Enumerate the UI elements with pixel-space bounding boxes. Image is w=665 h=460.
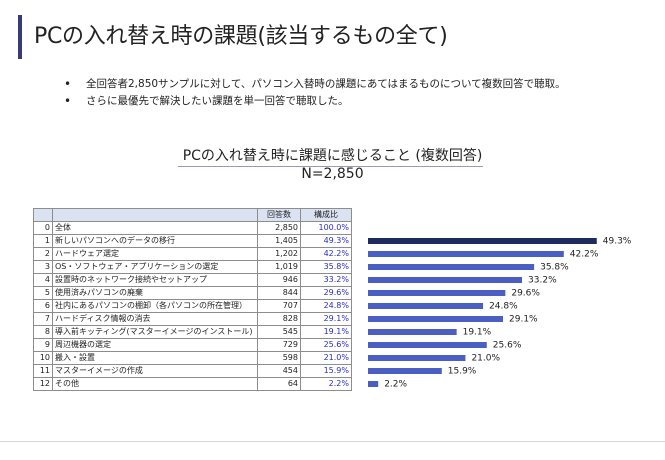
bar <box>368 342 487 348</box>
bar-value-label: 19.1% <box>463 328 492 338</box>
data-table: 回答数 構成比 0 全体 2,850 100.0% 1 新しいパソコンへのデータの移行 1,… <box>33 208 352 391</box>
bar-value-label: 24.8% <box>489 302 518 312</box>
bar-value-label: 33.2% <box>528 276 557 286</box>
row-percent: 25.6% <box>300 338 352 352</box>
bullet-list: 全回答者2,850サンプルに対して、パソコン入替時の課題にあてはまるものについて… <box>64 76 566 110</box>
page-title: PCの入れ替え時の課題(該当するもの全て) <box>34 24 448 49</box>
title-accent-bar <box>18 15 22 59</box>
bullet-item: 全回答者2,850サンプルに対して、パソコン入替時の課題にあてはまるものについて… <box>64 76 566 93</box>
bar <box>368 264 535 270</box>
bar <box>368 251 564 257</box>
footer-rule <box>0 441 665 442</box>
bar <box>368 290 506 296</box>
chart-title-rule <box>178 166 483 167</box>
bar <box>368 277 523 283</box>
bar-value-label: 2.2% <box>384 380 407 390</box>
row-percent: 2.2% <box>300 377 352 391</box>
bar-value-label: 29.6% <box>511 289 540 299</box>
table-row: 6 社内にあるパソコンの棚卸（各パソコンの所在管理） 707 24.8% <box>33 299 352 313</box>
bar-value-label: 29.1% <box>509 315 538 325</box>
chart-subtitle: N=2,850 <box>301 166 364 182</box>
table-row: 7 ハードディスク情報の消去 828 29.1% <box>33 312 352 326</box>
bar <box>368 355 466 361</box>
bar-value-label: 42.2% <box>570 250 599 260</box>
chart-title: PCの入れ替え時に課題に感じること (複数回答) <box>182 148 483 164</box>
row-percent: 29.6% <box>300 286 352 300</box>
bar-value-label: 21.0% <box>471 354 500 364</box>
bullet-item: さらに最優先で解決したい課題を単一回答で聴取した。 <box>64 93 566 110</box>
bar <box>368 329 457 335</box>
bar-value-label: 25.6% <box>493 341 522 351</box>
bar-value-label: 35.8% <box>540 263 569 273</box>
table-row: 1 新しいパソコンへのデータの移行 1,405 49.3% <box>33 234 352 248</box>
header-pct: 構成比 <box>300 208 352 222</box>
table-row: 5 使用済みパソコンの廃棄 844 29.6% <box>33 286 352 300</box>
bar-value-label: 49.3% <box>603 237 632 247</box>
bar <box>368 316 504 322</box>
bar-value-label: 15.9% <box>448 367 477 377</box>
bar <box>368 368 442 374</box>
bar <box>368 381 379 387</box>
table-row: 12 その他 64 2.2% <box>33 377 352 391</box>
row-label: その他 <box>52 377 258 391</box>
bar <box>368 238 597 244</box>
bar <box>368 303 484 309</box>
table-row: 10 搬入・設置 598 21.0% <box>33 351 352 365</box>
table-row: 4 設置時のネットワーク接続やセットアップ 946 33.2% <box>33 273 352 287</box>
